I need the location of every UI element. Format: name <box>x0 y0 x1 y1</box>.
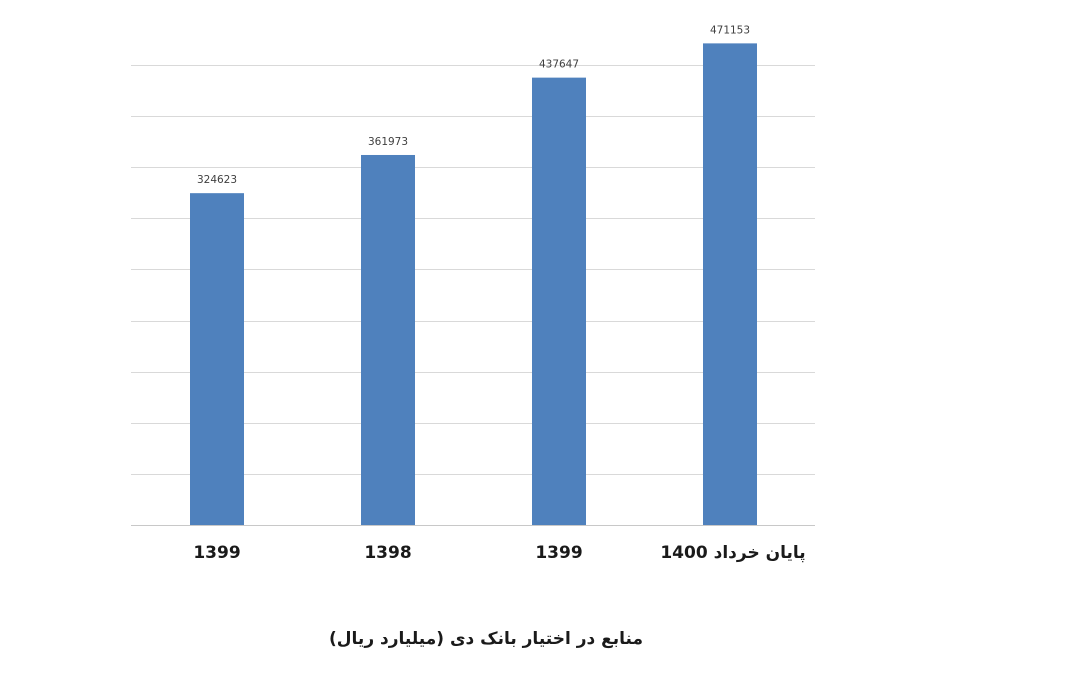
bar-2 <box>361 154 415 525</box>
data-label-4: 471153 <box>710 24 750 36</box>
bar-4 <box>703 43 757 526</box>
category-label-3: 1399 <box>535 543 582 563</box>
bar-1 <box>190 193 244 526</box>
category-label-4: پایان خرداد 1400 <box>660 543 805 563</box>
category-labels: 1399 1398 1399 پایان خرداد 1400 <box>193 543 805 563</box>
data-labels: 324623 361973 437647 471153 <box>197 24 750 186</box>
data-label-3: 437647 <box>539 59 579 71</box>
bar-3 <box>532 77 586 526</box>
data-label-2: 361973 <box>368 136 408 148</box>
category-label-1: 1399 <box>193 543 240 563</box>
bars <box>190 43 757 526</box>
chart-title: منابع در اختیار بانک دی (میلیارد ریال) <box>329 629 643 649</box>
data-label-1: 324623 <box>197 174 237 186</box>
category-label-2: 1398 <box>364 543 411 563</box>
gridlines <box>131 65 815 526</box>
